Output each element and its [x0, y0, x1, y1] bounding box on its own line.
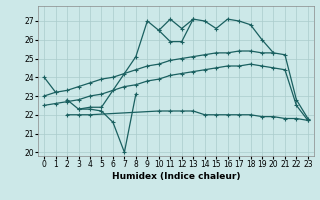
X-axis label: Humidex (Indice chaleur): Humidex (Indice chaleur): [112, 172, 240, 181]
